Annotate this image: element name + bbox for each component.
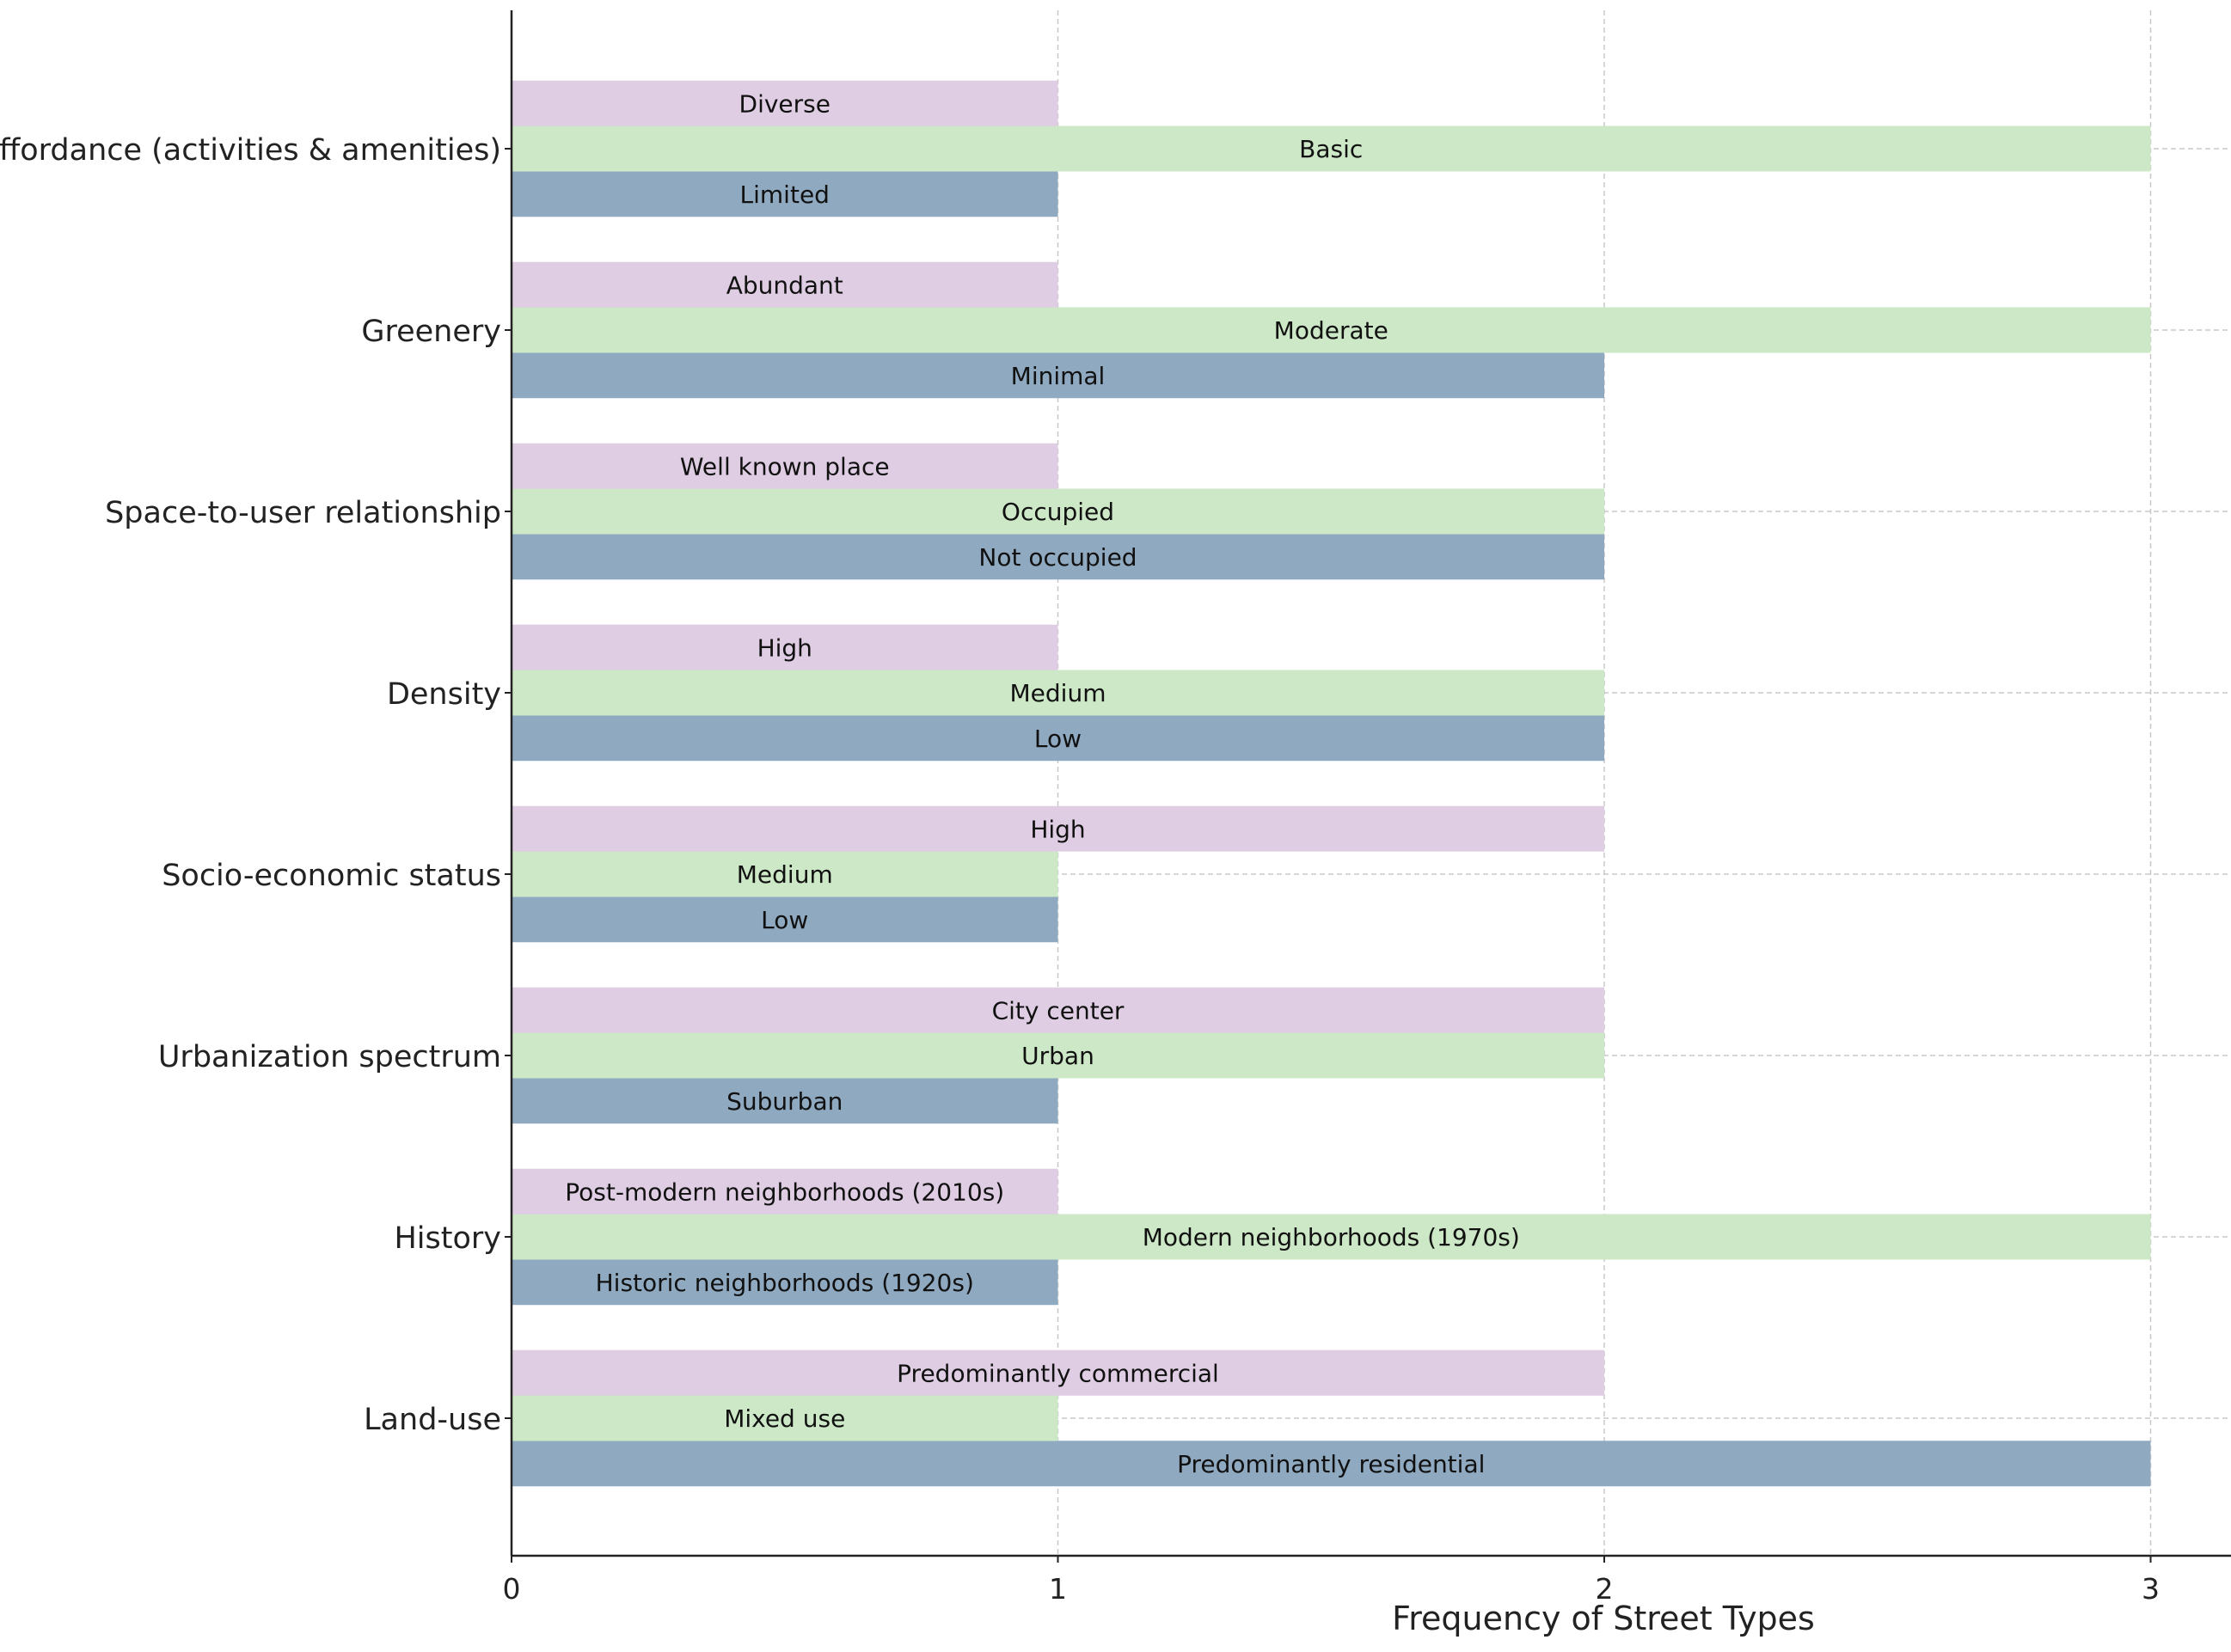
bar xyxy=(512,1259,1058,1306)
bar-label: Diverse xyxy=(739,89,830,118)
bar-label: Medium xyxy=(1010,679,1106,707)
bar xyxy=(512,125,2151,172)
bar xyxy=(512,352,1604,399)
x-tick-label: 1 xyxy=(1049,1572,1067,1606)
bar xyxy=(512,171,1058,217)
bar xyxy=(512,488,1604,535)
bar-label: Minimal xyxy=(1011,362,1106,390)
bar xyxy=(512,1441,2151,1487)
bar xyxy=(512,805,1604,852)
bar-label: Post-modern neighborhoods (2010s) xyxy=(565,1178,1004,1206)
bar-label: Limited xyxy=(740,180,830,209)
bar-label: Predominantly commercial xyxy=(897,1359,1219,1387)
bar xyxy=(512,80,1058,126)
bar-label: Low xyxy=(761,906,808,934)
axes xyxy=(510,10,2231,1557)
bar xyxy=(512,1168,1058,1215)
bar-label: Well known place xyxy=(680,452,890,480)
bar-label: Moderate xyxy=(1274,316,1388,345)
bar xyxy=(512,1214,2151,1260)
bar xyxy=(512,715,1604,762)
bar xyxy=(512,851,1058,897)
y-tick-label: Density xyxy=(387,677,501,712)
bar-label: Predominantly residential xyxy=(1177,1450,1485,1478)
bar-label: City center xyxy=(992,996,1125,1025)
bar xyxy=(512,534,1604,580)
bar xyxy=(512,1078,1058,1124)
bar xyxy=(512,261,1058,308)
bar xyxy=(512,1395,1058,1441)
x-tick-label: 2 xyxy=(1596,1572,1614,1606)
bar-label: Not occupied xyxy=(978,543,1137,572)
bar-label: High xyxy=(757,633,812,662)
x-axis-label: Frequency of Street Types xyxy=(1392,1600,1815,1637)
bar xyxy=(512,896,1058,943)
x-tick-label: 0 xyxy=(503,1572,521,1606)
bar xyxy=(512,307,2151,353)
bar xyxy=(512,443,1058,489)
bar-label: Medium xyxy=(737,860,833,889)
bar xyxy=(512,670,1604,716)
x-tick-label: 3 xyxy=(2142,1572,2160,1606)
bar-label: Basic xyxy=(1299,135,1363,163)
y-tick-label: History xyxy=(394,1221,501,1256)
bar-labels: Predominantly residential Historic neighb… xyxy=(565,89,1520,1478)
bar xyxy=(512,1032,1604,1079)
bars xyxy=(512,80,2151,1487)
y-tick-label: Urbanization spectrum xyxy=(158,1040,501,1074)
bar-label: High xyxy=(1030,815,1085,843)
bar-label: Suburban xyxy=(726,1087,843,1116)
ticks: Land-use History Urbanization spectrum Soci… xyxy=(0,133,2160,1606)
y-tick-label: Affordance (activities & amenities) xyxy=(0,133,501,168)
y-tick-label: Land-use xyxy=(364,1403,501,1437)
bar xyxy=(512,987,1604,1033)
bar-label: Low xyxy=(1034,725,1082,753)
bar-label: Urban xyxy=(1021,1042,1094,1070)
y-tick-label: Space-to-user relationship xyxy=(105,496,501,530)
y-tick-label: Greenery xyxy=(361,315,501,349)
bar-label: Modern neighborhoods (1970s) xyxy=(1143,1223,1520,1251)
bar-label: Occupied xyxy=(1002,498,1114,526)
bar xyxy=(512,1349,1604,1396)
y-tick-label: Socio-economic status xyxy=(162,859,501,893)
bar xyxy=(512,624,1058,670)
bar-label: Abundant xyxy=(726,271,843,299)
bar-label: Mixed use xyxy=(724,1404,845,1433)
bar-label: Historic neighborhoods (1920s) xyxy=(596,1269,974,1297)
